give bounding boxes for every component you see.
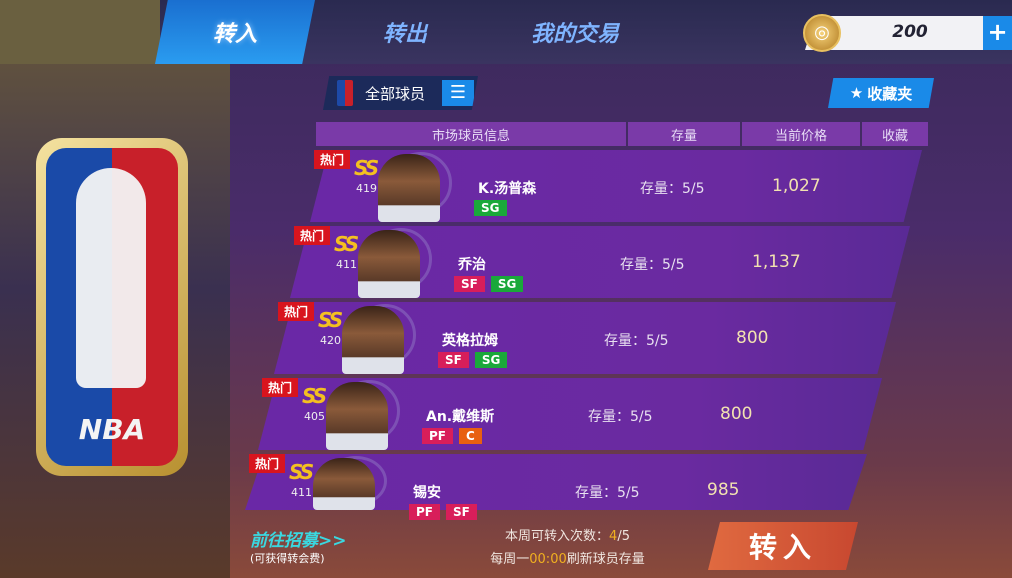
position-badge: SG bbox=[490, 276, 524, 292]
grade-badge: SS bbox=[302, 384, 327, 408]
tab-transfer-in[interactable]: 转入 bbox=[155, 0, 315, 64]
player-rating: 419 bbox=[356, 182, 377, 195]
position-badge: PF bbox=[422, 428, 453, 444]
recruit-sub: (可获得转会费) bbox=[250, 552, 325, 565]
player-avatar bbox=[378, 154, 440, 222]
grade-badge: SS bbox=[289, 460, 314, 484]
weekly-transfer-count: 本周可转入次数：4/5 bbox=[505, 529, 630, 544]
player-positions: PF C bbox=[422, 428, 482, 444]
player-name: 乔治 bbox=[458, 257, 486, 273]
player-filter[interactable]: 全部球员 ☰ bbox=[323, 76, 478, 110]
player-rating: 405 bbox=[304, 410, 325, 423]
player-stock: 存量：5/5 bbox=[620, 257, 685, 273]
position-badge: SF bbox=[446, 504, 477, 520]
header-favorite: 收藏 bbox=[862, 122, 928, 146]
add-coins-button[interactable]: + bbox=[983, 16, 1012, 50]
player-positions: SG bbox=[474, 200, 507, 216]
hot-badge: 热门 bbox=[262, 378, 299, 397]
header-price: 当前价格 bbox=[742, 122, 860, 146]
player-price: 1,137 bbox=[752, 252, 801, 272]
tab-my-trades[interactable]: 我的交易 bbox=[530, 22, 619, 47]
position-badge: SG bbox=[474, 352, 508, 368]
player-price: 800 bbox=[736, 328, 769, 348]
player-name: K.汤普森 bbox=[478, 181, 537, 197]
player-name: An.戴维斯 bbox=[426, 409, 495, 425]
player-name: 英格拉姆 bbox=[442, 333, 498, 349]
player-stock: 存量：5/5 bbox=[604, 333, 669, 349]
tab-transfer-out[interactable]: 转出 bbox=[382, 22, 427, 47]
position-badge: SF bbox=[454, 276, 485, 292]
player-positions: SF SG bbox=[438, 352, 508, 368]
player-rating: 411 bbox=[291, 486, 312, 499]
position-badge: C bbox=[459, 428, 482, 444]
player-avatar bbox=[313, 458, 375, 510]
recruit-link[interactable]: 前往招募>> bbox=[250, 531, 347, 551]
player-positions: PF SF bbox=[409, 504, 477, 520]
favorites-label: 收藏夹 bbox=[867, 84, 913, 103]
nba-logo: NBA bbox=[36, 138, 188, 476]
position-badge: SF bbox=[438, 352, 469, 368]
player-avatar bbox=[358, 230, 420, 298]
hot-badge: 热门 bbox=[278, 302, 315, 321]
grade-badge: SS bbox=[354, 156, 379, 180]
coin-icon: ◎ bbox=[803, 14, 841, 52]
hamburger-icon[interactable]: ☰ bbox=[442, 80, 474, 106]
header-player-info: 市场球员信息 bbox=[316, 122, 626, 146]
player-positions: SF SG bbox=[454, 276, 524, 292]
player-price: 800 bbox=[720, 404, 753, 424]
transfer-in-button[interactable]: 转入 bbox=[708, 522, 858, 570]
hot-badge: 热门 bbox=[314, 150, 351, 169]
player-price: 985 bbox=[707, 480, 740, 500]
grade-badge: SS bbox=[318, 308, 343, 332]
coin-value: 200 bbox=[892, 22, 928, 42]
favorites-button[interactable]: ★ 收藏夹 bbox=[828, 78, 934, 108]
refresh-info: 每周一00:00刷新球员存量 bbox=[490, 552, 645, 567]
player-avatar bbox=[326, 382, 388, 450]
position-badge: SG bbox=[474, 200, 507, 216]
player-stock: 存量：5/5 bbox=[588, 409, 653, 425]
player-rating: 420 bbox=[320, 334, 341, 347]
hot-badge: 热门 bbox=[294, 226, 331, 245]
player-stock: 存量：5/5 bbox=[575, 485, 640, 501]
player-avatar bbox=[342, 306, 404, 374]
star-icon: ★ bbox=[849, 84, 864, 102]
player-rating: 411 bbox=[336, 258, 357, 271]
hot-badge: 热门 bbox=[249, 454, 286, 473]
position-badge: PF bbox=[409, 504, 440, 520]
grade-badge: SS bbox=[334, 232, 359, 256]
player-stock: 存量：5/5 bbox=[640, 181, 705, 197]
header-stock: 存量 bbox=[628, 122, 740, 146]
player-price: 1,027 bbox=[772, 176, 821, 196]
player-name: 锡安 bbox=[413, 485, 441, 501]
filter-label: 全部球员 bbox=[365, 84, 426, 103]
nba-icon bbox=[337, 80, 353, 106]
